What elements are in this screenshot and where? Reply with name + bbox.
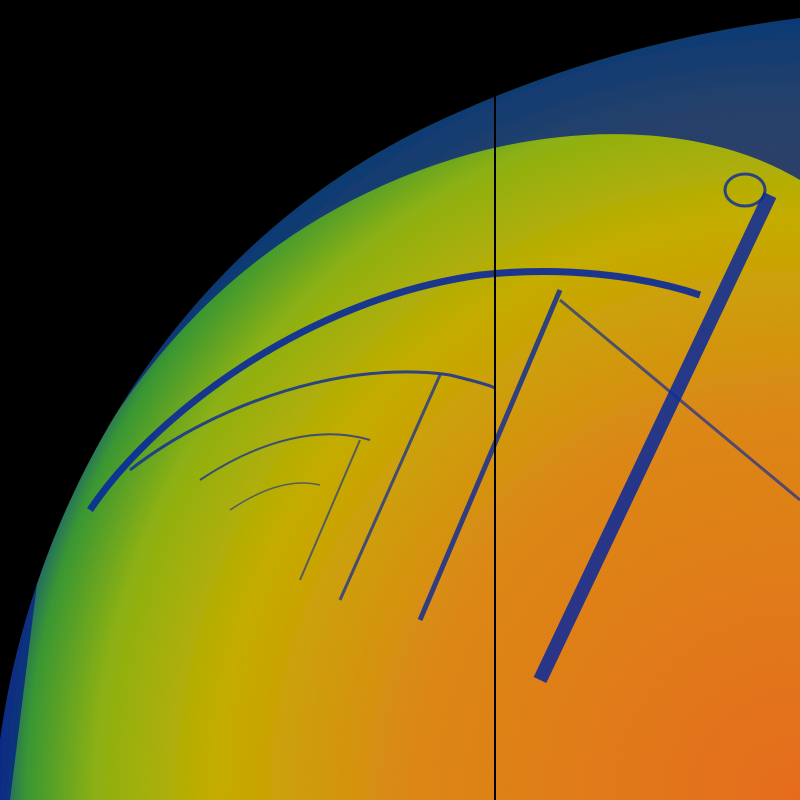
secondary-arc-1	[129, 370, 496, 472]
diagonal-streak-2	[533, 192, 777, 683]
upper-right-loop	[723, 172, 767, 208]
diagonal-streak-5	[559, 298, 800, 502]
secondary-arc-2	[199, 433, 371, 481]
outer-blue-band	[0, 18, 800, 800]
main-blue-arc	[87, 268, 702, 512]
diagonal-streak-3	[338, 374, 442, 601]
secondary-arc-3	[229, 482, 321, 511]
diagonal-streak-4	[299, 439, 361, 581]
diagonal-streak-1	[417, 289, 563, 621]
